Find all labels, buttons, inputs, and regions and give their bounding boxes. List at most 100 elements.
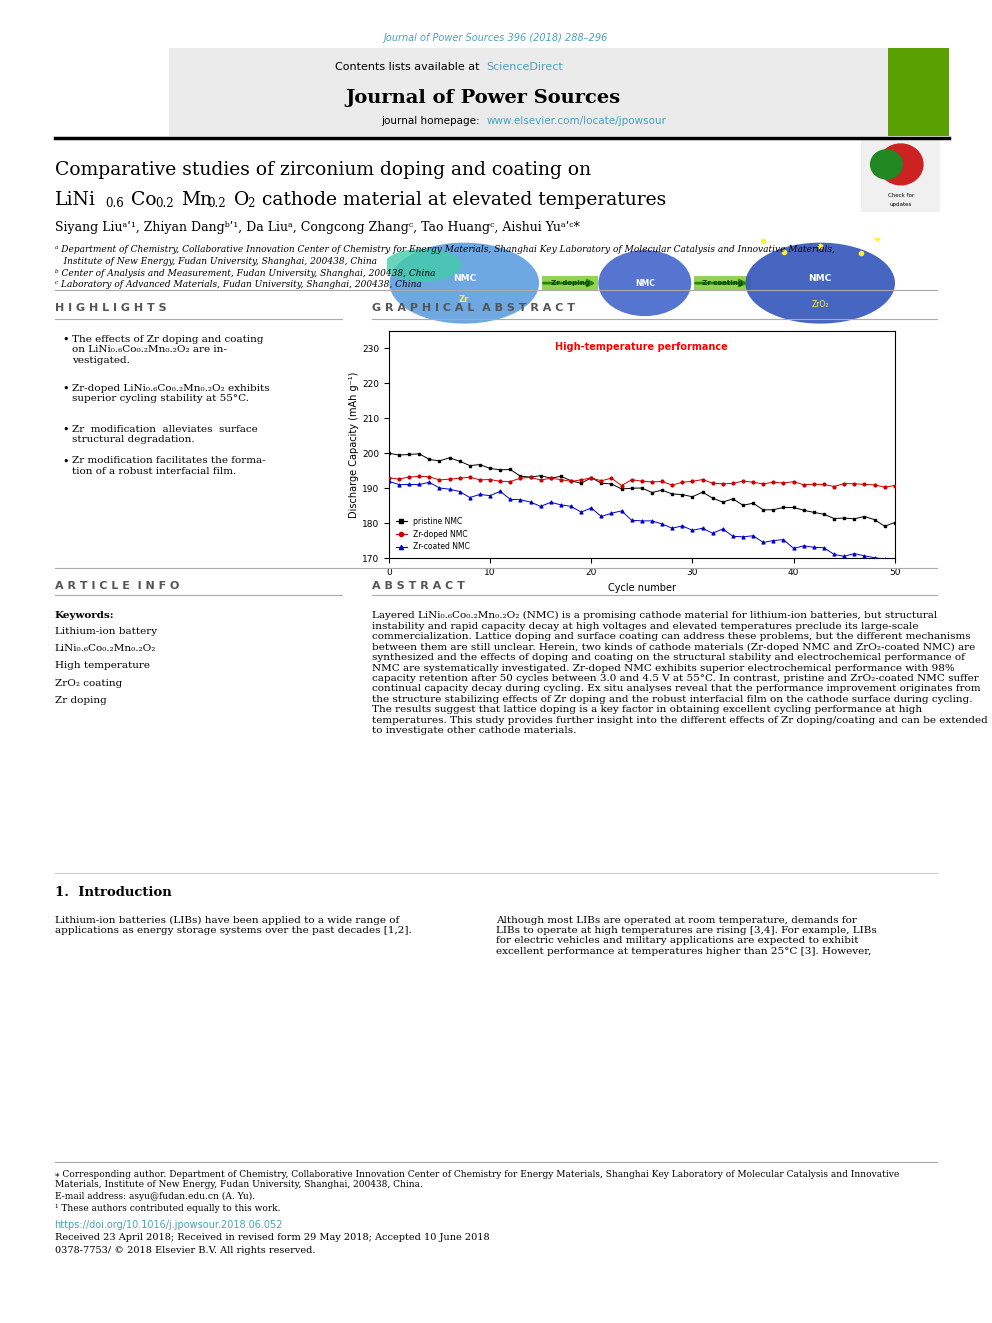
Point <box>573 470 589 491</box>
Ellipse shape <box>390 242 539 324</box>
Point <box>614 500 630 521</box>
Text: Keywords:: Keywords: <box>55 611 114 620</box>
Point <box>492 480 508 501</box>
Text: Zr modification facilitates the forma-
tion of a robust interfacial film.: Zr modification facilitates the forma- t… <box>72 456 266 476</box>
Point <box>675 515 690 536</box>
Text: E-mail address: asyu@fudan.edu.cn (A. Yu).: E-mail address: asyu@fudan.edu.cn (A. Yu… <box>55 1192 255 1201</box>
Point <box>381 443 397 464</box>
Point <box>684 486 700 507</box>
Point <box>563 496 579 517</box>
Text: https://doi.org/10.1016/j.jpowsour.2018.06.052: https://doi.org/10.1016/j.jpowsour.2018.… <box>55 1220 283 1230</box>
Point <box>796 474 811 495</box>
Text: SOURCES: SOURCES <box>893 87 944 98</box>
Ellipse shape <box>598 250 691 316</box>
Point <box>877 549 893 570</box>
Point <box>887 512 903 533</box>
Point <box>603 503 619 524</box>
Text: Contents lists available at: Contents lists available at <box>335 62 483 73</box>
Point <box>614 479 630 500</box>
Text: ELSEVIER: ELSEVIER <box>80 122 120 131</box>
Point <box>776 497 792 519</box>
FancyBboxPatch shape <box>693 275 751 291</box>
Point <box>665 475 681 496</box>
Text: Lithium-ion batteries (LIBs) have been applied to a wide range of
applications a: Lithium-ion batteries (LIBs) have been a… <box>55 916 412 935</box>
Point <box>482 468 498 490</box>
Point <box>441 479 457 500</box>
Point <box>725 472 741 493</box>
Text: ZrO₂ coating: ZrO₂ coating <box>55 679 122 688</box>
Text: Comparative studies of zirconium doping and coating on: Comparative studies of zirconium doping … <box>55 161 590 180</box>
Text: G R A P H I C A L  A B S T R A C T: G R A P H I C A L A B S T R A C T <box>372 303 575 314</box>
Point <box>877 516 893 537</box>
Text: Zr-doped LiNi₀.₆Co₀.₂Mn₀.₂O₂ exhibits
superior cycling stability at 55°C.: Zr-doped LiNi₀.₆Co₀.₂Mn₀.₂O₂ exhibits su… <box>72 384 270 404</box>
Text: ScienceDirect: ScienceDirect <box>486 62 562 73</box>
Text: Institute of New Energy, Fudan University, Shanghai, 200438, China: Institute of New Energy, Fudan Universit… <box>55 257 377 266</box>
Text: H I G H L I G H T S: H I G H L I G H T S <box>55 303 167 314</box>
Point <box>553 495 568 516</box>
Point <box>634 478 650 499</box>
Text: Lithium-ion battery: Lithium-ion battery <box>55 627 157 636</box>
Point <box>665 517 681 538</box>
Point <box>624 478 640 499</box>
Point <box>391 474 407 495</box>
Text: 2: 2 <box>247 197 254 210</box>
Point <box>462 487 478 508</box>
Point <box>654 479 670 500</box>
Y-axis label: Discharge Capacity (mAh g⁻¹): Discharge Capacity (mAh g⁻¹) <box>349 372 359 517</box>
Point <box>735 527 751 548</box>
Point <box>715 492 731 513</box>
Point <box>694 468 710 490</box>
Point <box>492 471 508 492</box>
Point <box>856 505 872 527</box>
Text: The effects of Zr doping and coating
on LiNi₀.₆Co₀.₂Mn₀.₂O₂ are in-
vestigated.: The effects of Zr doping and coating on … <box>72 335 264 365</box>
Text: ¹ These authors contributed equally to this work.: ¹ These authors contributed equally to t… <box>55 1204 280 1213</box>
Point <box>441 447 457 468</box>
Point <box>644 511 660 532</box>
Point <box>634 511 650 532</box>
Text: 0.2: 0.2 <box>155 197 174 210</box>
Point <box>451 451 467 472</box>
Point <box>513 467 529 488</box>
Text: 0.6: 0.6 <box>105 197 124 210</box>
Point <box>381 471 397 492</box>
Point <box>523 467 539 488</box>
Text: POWER: POWER <box>899 66 938 77</box>
Text: Journal of Power Sources 396 (2018) 288–296: Journal of Power Sources 396 (2018) 288–… <box>384 33 608 44</box>
Point <box>482 458 498 479</box>
Text: cathode material at elevated temperatures: cathode material at elevated temperature… <box>256 191 667 209</box>
Point <box>422 472 437 493</box>
Text: Although most LIBs are operated at room temperature, demands for
LIBs to operate: Although most LIBs are operated at room … <box>496 916 877 955</box>
Point <box>644 471 660 492</box>
Point <box>755 532 771 553</box>
Point <box>553 466 568 487</box>
Text: Check for: Check for <box>888 193 914 198</box>
Point <box>533 466 549 487</box>
Point <box>472 484 488 505</box>
Point <box>796 536 811 557</box>
Point <box>593 505 609 527</box>
Point <box>533 496 549 517</box>
Point <box>644 482 660 503</box>
Text: •: • <box>62 425 69 435</box>
Point <box>665 483 681 504</box>
Point <box>573 501 589 523</box>
Point <box>462 455 478 476</box>
Point <box>603 467 619 488</box>
Text: •: • <box>62 384 69 394</box>
Point <box>675 471 690 492</box>
Point <box>583 497 599 519</box>
FancyBboxPatch shape <box>859 136 942 214</box>
Point <box>846 542 862 564</box>
Text: NMC: NMC <box>635 279 655 287</box>
Point <box>846 474 862 495</box>
Text: A R T I C L E  I N F O: A R T I C L E I N F O <box>55 581 179 591</box>
Point <box>422 448 437 470</box>
Point <box>543 468 558 490</box>
Point <box>513 466 529 487</box>
Text: updates: updates <box>890 202 912 206</box>
Point <box>513 490 529 511</box>
Text: High temperature: High temperature <box>55 662 150 671</box>
Point <box>412 443 428 464</box>
Point <box>766 499 782 520</box>
Point <box>675 484 690 505</box>
